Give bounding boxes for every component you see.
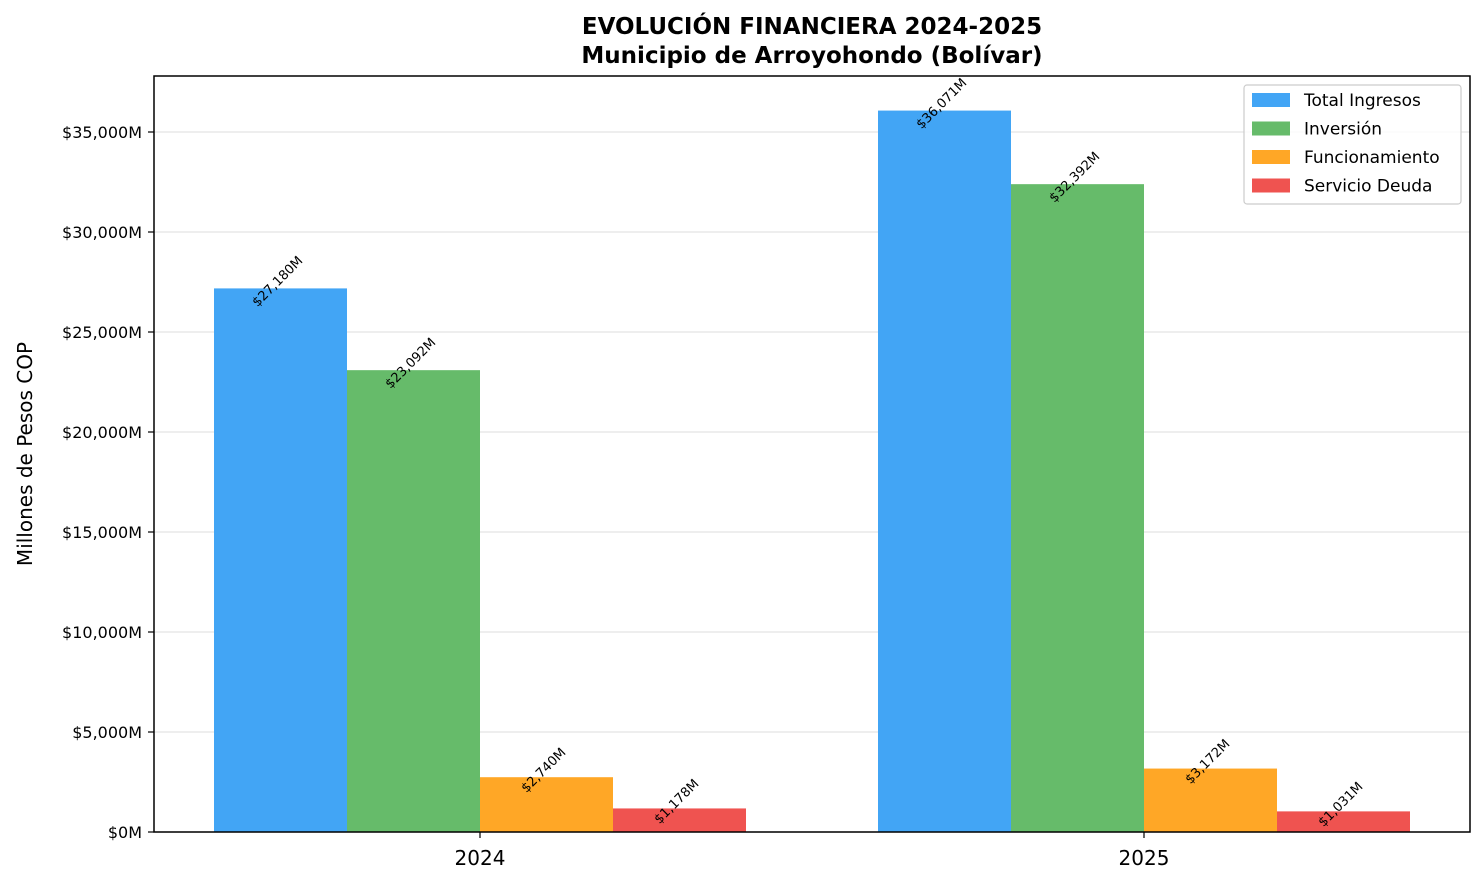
bar bbox=[480, 777, 613, 832]
x-tick-label: 2024 bbox=[455, 846, 506, 870]
y-tick-label: $25,000M bbox=[62, 323, 142, 342]
legend-label: Total Ingresos bbox=[1303, 91, 1421, 111]
y-axis-ticks: $0M $5,000M $10,000M $15,000M $20,000M $25,00… bbox=[62, 123, 154, 842]
chart-title: EVOLUCIÓN FINANCIERA 2024-2025 bbox=[582, 12, 1042, 40]
plot-frame bbox=[153, 75, 1471, 833]
y-tick-label: $35,000M bbox=[62, 123, 142, 142]
y-tick-label: $15,000M bbox=[62, 523, 142, 542]
x-tick-label: 2025 bbox=[1119, 846, 1170, 870]
bars bbox=[214, 110, 1410, 832]
y-tick-label: $30,000M bbox=[62, 223, 142, 242]
legend-swatch bbox=[1252, 121, 1290, 136]
y-tick-label: $5,000M bbox=[72, 723, 142, 742]
bar bbox=[613, 808, 746, 832]
bar bbox=[1144, 768, 1277, 832]
legend: Total Ingresos Inversión Funcionamiento Ser… bbox=[1243, 84, 1462, 205]
y-tick-label: $0M bbox=[108, 823, 142, 842]
legend-swatch bbox=[1252, 178, 1290, 193]
y-tick-label: $20,000M bbox=[62, 423, 142, 442]
bar bbox=[1277, 811, 1410, 832]
legend-swatch bbox=[1252, 93, 1290, 107]
legend-box bbox=[1243, 84, 1462, 205]
chart-subtitle: Municipio de Arroyohondo (Bolívar) bbox=[581, 43, 1042, 69]
bar bbox=[214, 288, 347, 832]
legend-label: Funcionamiento bbox=[1304, 148, 1440, 168]
y-axis-label: Millones de Pesos COP bbox=[13, 342, 37, 566]
bar bbox=[878, 110, 1011, 832]
bar bbox=[347, 370, 480, 832]
legend-swatch bbox=[1252, 150, 1290, 164]
bar bbox=[1011, 184, 1144, 832]
legend-label: Inversión bbox=[1304, 120, 1382, 140]
legend-label: Servicio Deuda bbox=[1304, 177, 1432, 197]
x-axis-ticks: 2024 2025 bbox=[455, 832, 1170, 870]
y-tick-label: $10,000M bbox=[62, 623, 142, 642]
